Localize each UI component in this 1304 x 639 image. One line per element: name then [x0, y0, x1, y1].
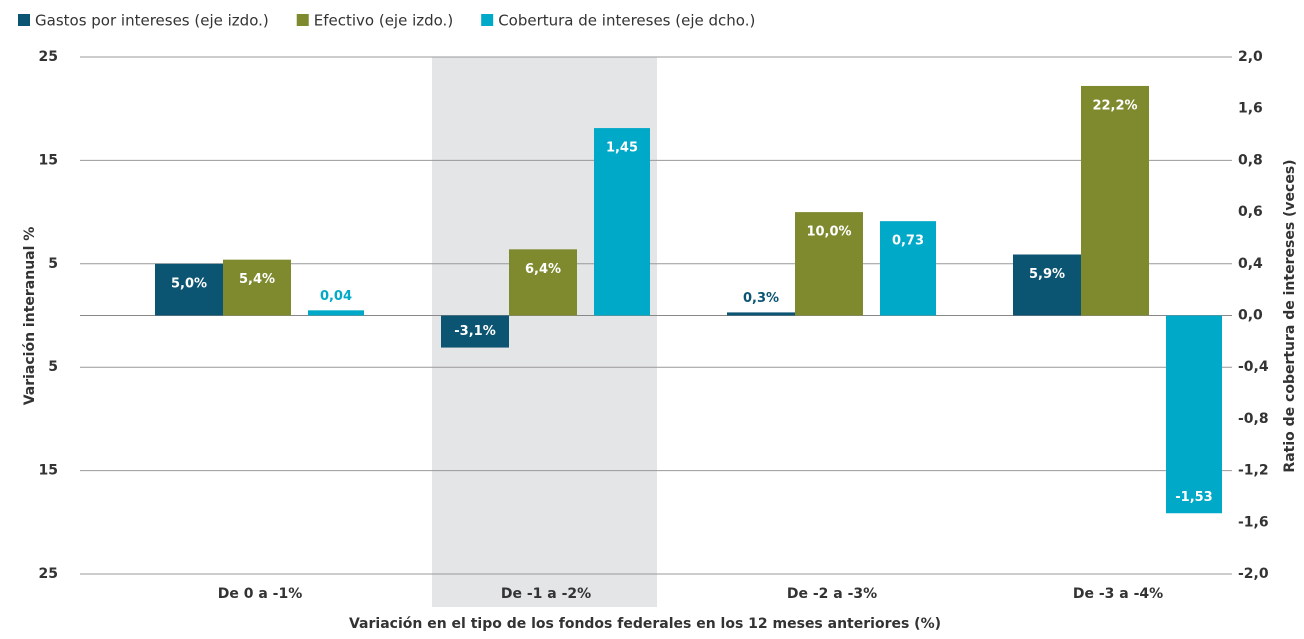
y-tick-label: 15 — [39, 152, 58, 168]
bar — [1166, 315, 1222, 514]
x-axis-title: Variación en el tipo de los fondos feder… — [349, 616, 941, 632]
x-tick-label: De -3 a -4% — [1073, 586, 1163, 602]
data-label: 10,0% — [806, 225, 851, 240]
bar — [795, 212, 863, 316]
y2-tick-label: 0,0 — [1238, 308, 1263, 324]
data-label: 5,4% — [239, 272, 275, 287]
legend-swatch — [481, 14, 494, 26]
data-label: 5,9% — [1029, 267, 1065, 282]
bar — [308, 310, 364, 316]
y2-tick-label: -1,6 — [1238, 514, 1269, 530]
bar — [880, 221, 936, 316]
y2-tick-label: -0,8 — [1238, 411, 1269, 427]
y2-tick-label: 0,4 — [1238, 256, 1263, 272]
data-label: 22,2% — [1092, 98, 1137, 113]
legend-swatch — [296, 14, 309, 26]
y-tick-label: 5 — [48, 256, 58, 272]
bar — [509, 249, 577, 316]
y2-tick-label: 1,6 — [1238, 101, 1263, 117]
x-tick-label: De -2 a -3% — [787, 586, 877, 602]
y-tick-label: 25 — [39, 49, 58, 65]
data-label: -3,1% — [454, 324, 495, 339]
y2-tick-label: 0,8 — [1238, 152, 1263, 168]
y-tick-label: 15 — [39, 463, 58, 479]
legend-label: Efectivo (eje izdo.) — [314, 12, 453, 30]
legend-label: Cobertura de intereses (eje dcho.) — [498, 12, 755, 30]
bar — [727, 312, 795, 316]
y2-tick-label: 0,6 — [1238, 204, 1263, 220]
y-tick-label: 5 — [48, 359, 58, 375]
legend-swatch — [18, 14, 30, 26]
legend-label: Gastos por intereses (eje izdo.) — [35, 12, 269, 30]
y2-tick-label: 2,0 — [1238, 49, 1263, 65]
data-label: -1,53 — [1175, 490, 1212, 505]
bar — [594, 128, 650, 316]
bar — [223, 259, 291, 316]
data-label: 1,45 — [606, 141, 638, 156]
data-label: 0,3% — [743, 291, 779, 306]
data-label: 0,73 — [892, 234, 924, 249]
y2-tick-label: -2,0 — [1238, 566, 1269, 582]
data-label: 5,0% — [171, 276, 207, 291]
y-tick-label: 25 — [39, 566, 58, 582]
bar — [441, 315, 509, 348]
bar — [1081, 85, 1149, 316]
y-axis-title: Variación interanual % — [22, 227, 38, 406]
bar — [1013, 254, 1081, 316]
data-label: 0,04 — [320, 289, 352, 304]
y2-tick-label: -1,2 — [1238, 463, 1269, 479]
x-tick-label: De -1 a -2% — [501, 586, 591, 602]
x-tick-label: De 0 a -1% — [218, 586, 303, 602]
y2-axis-title: Ratio de cobertura de intereses (veces) — [1282, 159, 1298, 472]
data-label: 6,4% — [525, 262, 561, 277]
bar — [155, 263, 223, 316]
y2-tick-label: -0,4 — [1238, 359, 1269, 375]
